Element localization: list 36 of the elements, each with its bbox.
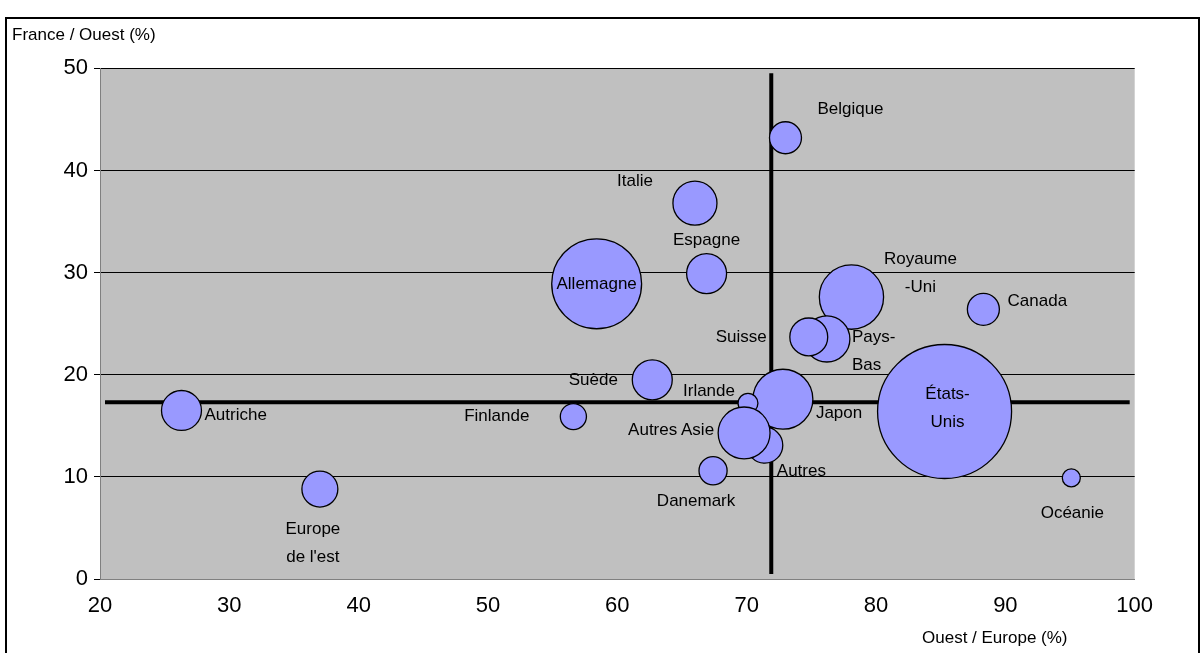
series-label: Espagne [673,230,741,250]
series-label: Autres [776,460,826,480]
series-label: Canada [1007,291,1068,311]
x-axis-title: Ouest / Europe (%) [922,628,1068,647]
y-tick-label: 10 [63,462,88,488]
series-label: Japon [815,402,863,422]
x-tick-label: 100 [1116,592,1154,618]
y-tick-label: 20 [63,360,88,386]
series-label: Europe de l'est [285,518,341,566]
x-tick-label: 90 [993,592,1018,618]
y-tick-label: 30 [63,258,88,284]
series-label: Suède [568,369,618,389]
x-tick-label: 80 [863,592,889,618]
series-label: Belgique [817,99,884,119]
y-axis-title: France / Ouest (%) [12,25,156,44]
series-label: Suisse [715,326,767,346]
series-label: Irlande [683,381,735,401]
series-label: Italie [616,170,653,190]
series-label: États-Unis [925,384,970,432]
x-tick-label: 40 [346,592,371,618]
x-tick-label: 70 [734,592,759,618]
series-label: Royaume-Uni [884,248,957,296]
series-label: Allemagne [556,273,637,293]
series-label: Finlande [464,406,530,426]
y-tick-label: 50 [63,54,88,80]
series-label: Océanie [1040,502,1104,522]
x-tick-label: 20 [87,592,113,618]
x-tick-label: 50 [475,592,501,618]
series-label: Pays-Bas [851,326,896,374]
series-label: Autriche [204,405,267,425]
x-tick-label: 60 [605,592,630,618]
series-label: Autres Asie [628,419,715,439]
series-label: Danemark [656,491,736,511]
x-tick-label: 30 [217,592,242,618]
y-tick-label: 0 [75,565,88,591]
y-tick-label: 40 [63,156,88,182]
